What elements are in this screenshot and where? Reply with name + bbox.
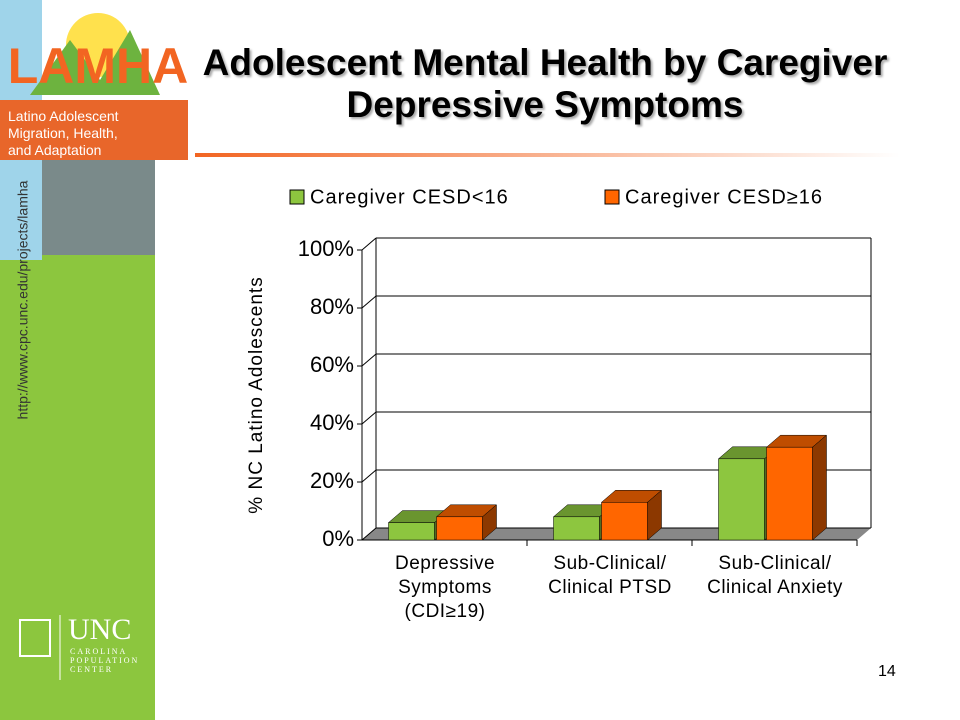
y-tick-label: 20% — [310, 468, 354, 493]
bar — [601, 502, 648, 541]
logo-hills — [30, 30, 160, 95]
grid-line — [361, 295, 377, 309]
unc-line: CENTER — [70, 665, 114, 674]
page-number: 14 — [878, 663, 896, 680]
logo-line: and Adaptation — [8, 142, 102, 158]
bar — [766, 446, 813, 541]
unc-logo: UNC — [68, 613, 132, 646]
legend-label: Caregiver CESD<16 — [310, 186, 509, 208]
x-tick-label: Sub-Clinical/ Clinical Anxiety — [707, 553, 843, 598]
legend-label: Caregiver CESD≥16 — [625, 186, 823, 208]
grid-line — [361, 469, 377, 483]
grid-line — [361, 237, 377, 251]
grid-line — [361, 353, 377, 367]
chart-title: Adolescent Mental Health by Caregiver De… — [202, 42, 888, 125]
bar-side — [812, 434, 827, 541]
bar — [553, 516, 600, 541]
y-tick-label: 80% — [310, 294, 354, 319]
unc-line: POPULATION — [70, 656, 140, 665]
logo-line: Migration, Health, — [8, 125, 118, 141]
url: http://www.cpc.unc.edu/projects/lamha — [15, 180, 31, 419]
y-tick-label: 40% — [310, 410, 354, 435]
unc-center: CAROLINA POPULATION CENTER — [70, 647, 139, 674]
logo-title: LAMHA — [8, 38, 189, 94]
grid-line — [361, 411, 377, 425]
x-tick-label: Sub-Clinical/ Clinical PTSD — [548, 553, 672, 598]
y-tick-label: 60% — [310, 352, 354, 377]
legend-swatch — [604, 189, 620, 205]
photo — [42, 160, 155, 255]
bar — [718, 458, 765, 541]
title-rule — [195, 153, 900, 157]
y-axis-title: % NC Latino Adolescents — [246, 276, 267, 513]
bar — [436, 516, 483, 541]
legend-swatch — [289, 189, 305, 205]
y-tick-label: 100% — [298, 236, 354, 261]
unc-icon — [19, 619, 51, 657]
logo-line: Latino Adolescent — [8, 108, 119, 124]
grid-line — [361, 527, 377, 541]
y-tick-label: 0% — [322, 526, 354, 551]
unc-line: CAROLINA — [70, 647, 128, 656]
logo-subtitle: Latino Adolescent Migration, Health, and… — [8, 108, 119, 159]
x-tick-label: Depressive Symptoms (CDI≥19) — [394, 553, 496, 622]
bar — [388, 522, 435, 541]
logo-box — [0, 100, 188, 160]
